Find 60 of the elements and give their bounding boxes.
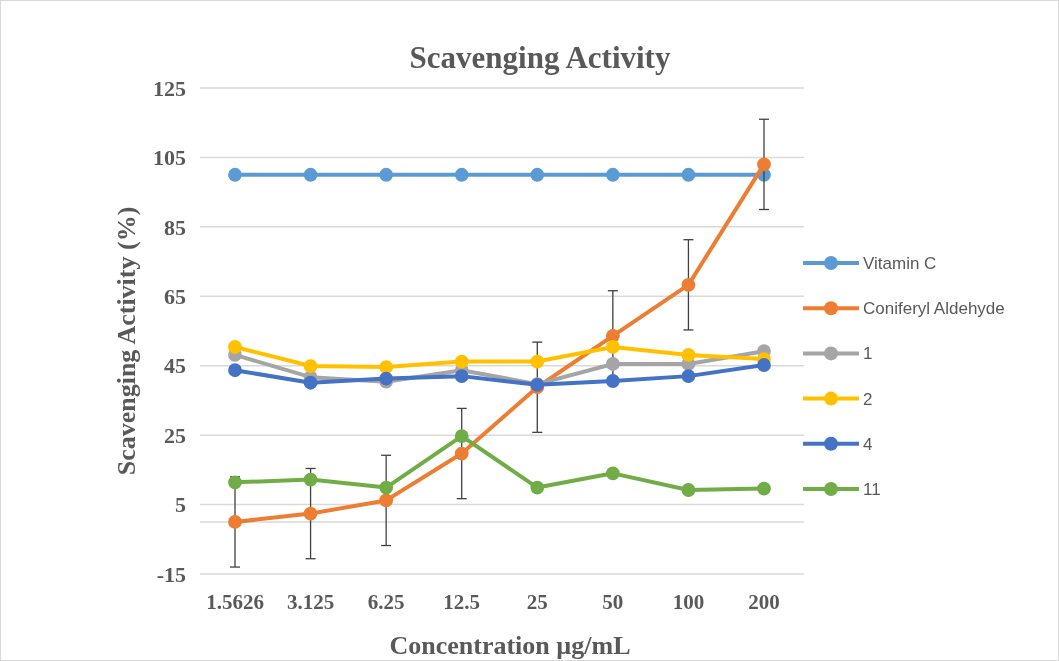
point <box>681 167 696 182</box>
chart-title: Scavenging Activity <box>409 40 671 75</box>
y-tick-label: 105 <box>153 145 186 171</box>
point <box>303 359 318 373</box>
point <box>605 466 620 481</box>
point <box>605 167 620 182</box>
point <box>530 354 545 369</box>
point <box>681 348 696 362</box>
point <box>228 167 242 182</box>
point <box>379 480 394 495</box>
point <box>681 369 696 384</box>
point <box>228 363 242 378</box>
legend-label: Vitamin C <box>863 253 937 273</box>
point <box>379 493 394 508</box>
legend-label: 4 <box>863 434 873 454</box>
point <box>757 481 771 496</box>
point <box>303 375 318 390</box>
point <box>379 360 394 374</box>
y-tick-label: 125 <box>153 75 186 101</box>
point <box>530 167 545 182</box>
legend-label: 11 <box>863 479 881 499</box>
legend-label: 1 <box>863 344 873 364</box>
x-tick-label: 1.5626 <box>206 590 264 614</box>
point <box>454 354 469 369</box>
x-tick-label: 100 <box>672 590 705 614</box>
x-tick-label: 3.125 <box>286 590 335 614</box>
y-tick-label: 85 <box>164 214 186 240</box>
point <box>454 167 469 182</box>
y-tick-label: -15 <box>156 561 186 587</box>
x-axis-title: Concentration µg/mL <box>389 631 631 660</box>
point <box>454 429 469 444</box>
point <box>681 277 696 292</box>
point <box>303 506 318 521</box>
y-tick-label: 65 <box>164 283 186 309</box>
point <box>605 340 620 354</box>
point <box>228 515 242 529</box>
point <box>228 475 242 490</box>
point <box>228 340 242 354</box>
x-tick-label: 12.5 <box>443 590 481 614</box>
x-tick-label: 50 <box>602 590 624 614</box>
legend-label: Coniferyl Aldehyde <box>863 299 1005 319</box>
point <box>303 167 318 182</box>
point <box>757 358 771 372</box>
x-tick-label: 25 <box>526 590 548 614</box>
point <box>605 374 620 388</box>
y-axis-title: Scavenging Activity (%) <box>112 206 141 476</box>
y-tick-label: 25 <box>164 422 186 448</box>
point <box>530 480 545 495</box>
point <box>605 357 620 371</box>
y-tick-label: 45 <box>164 353 186 379</box>
x-tick-label: 6.25 <box>367 590 405 614</box>
point <box>454 369 469 384</box>
point <box>379 167 394 182</box>
point <box>303 472 318 487</box>
y-tick-label: 5 <box>175 492 186 518</box>
x-tick-label: 200 <box>748 590 780 614</box>
legend-label: 2 <box>863 389 873 409</box>
point <box>454 446 469 461</box>
point <box>681 483 696 497</box>
point <box>757 157 771 172</box>
